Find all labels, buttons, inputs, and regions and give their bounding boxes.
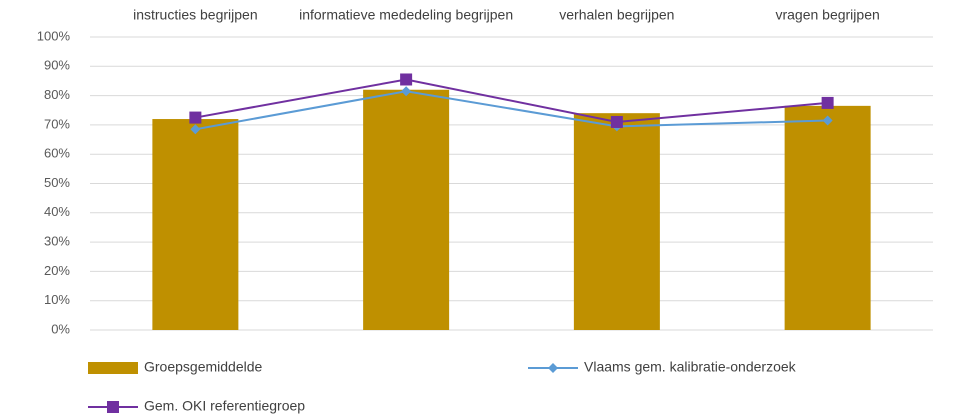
y-tick-label: 40% — [44, 204, 70, 219]
marker — [821, 96, 834, 109]
y-tick-label: 30% — [44, 234, 70, 249]
y-tick-label: 100% — [37, 28, 71, 43]
y-tick-label: 70% — [44, 116, 70, 131]
marker — [610, 115, 623, 128]
y-tick-label: 10% — [44, 292, 70, 307]
legend-label: Groepsgemiddelde — [144, 359, 263, 375]
line — [195, 90, 828, 131]
y-tick-label: 90% — [44, 58, 70, 73]
marker — [401, 86, 412, 97]
x-tick-label: informatieve mededeling begrijpen — [299, 7, 513, 23]
legend-swatch — [88, 362, 138, 374]
marker — [190, 124, 201, 135]
legend-label: Vlaams gem. kalibratie-onderzoek — [584, 359, 797, 375]
y-tick-label: 60% — [44, 146, 70, 161]
x-tick-label: vragen begrijpen — [775, 7, 879, 23]
y-tick-label: 50% — [44, 175, 70, 190]
y-tick-label: 20% — [44, 263, 70, 278]
line — [195, 78, 828, 123]
legend-marker — [548, 363, 558, 373]
x-tick-label: instructies begrijpen — [133, 7, 258, 23]
legend-label: Gem. OKI referentiegroep — [144, 398, 305, 414]
bar — [363, 89, 450, 331]
marker — [189, 111, 202, 124]
y-tick-label: 0% — [51, 321, 70, 336]
y-tick-label: 80% — [44, 87, 70, 102]
marker — [822, 115, 833, 126]
bar — [152, 119, 239, 330]
bar — [784, 105, 871, 330]
x-tick-label: verhalen begrijpen — [559, 7, 674, 23]
legend-marker — [107, 401, 119, 413]
bar — [573, 113, 660, 331]
marker — [400, 73, 413, 86]
